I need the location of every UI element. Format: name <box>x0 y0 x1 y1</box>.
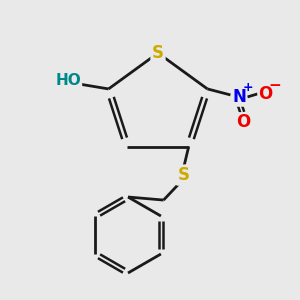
Text: HO: HO <box>56 74 81 88</box>
Text: +: + <box>242 81 253 94</box>
Text: N: N <box>232 88 246 106</box>
Text: S: S <box>178 166 190 184</box>
Text: O: O <box>236 113 250 131</box>
Text: O: O <box>258 85 273 103</box>
Text: −: − <box>268 78 281 93</box>
Text: S: S <box>152 44 164 62</box>
